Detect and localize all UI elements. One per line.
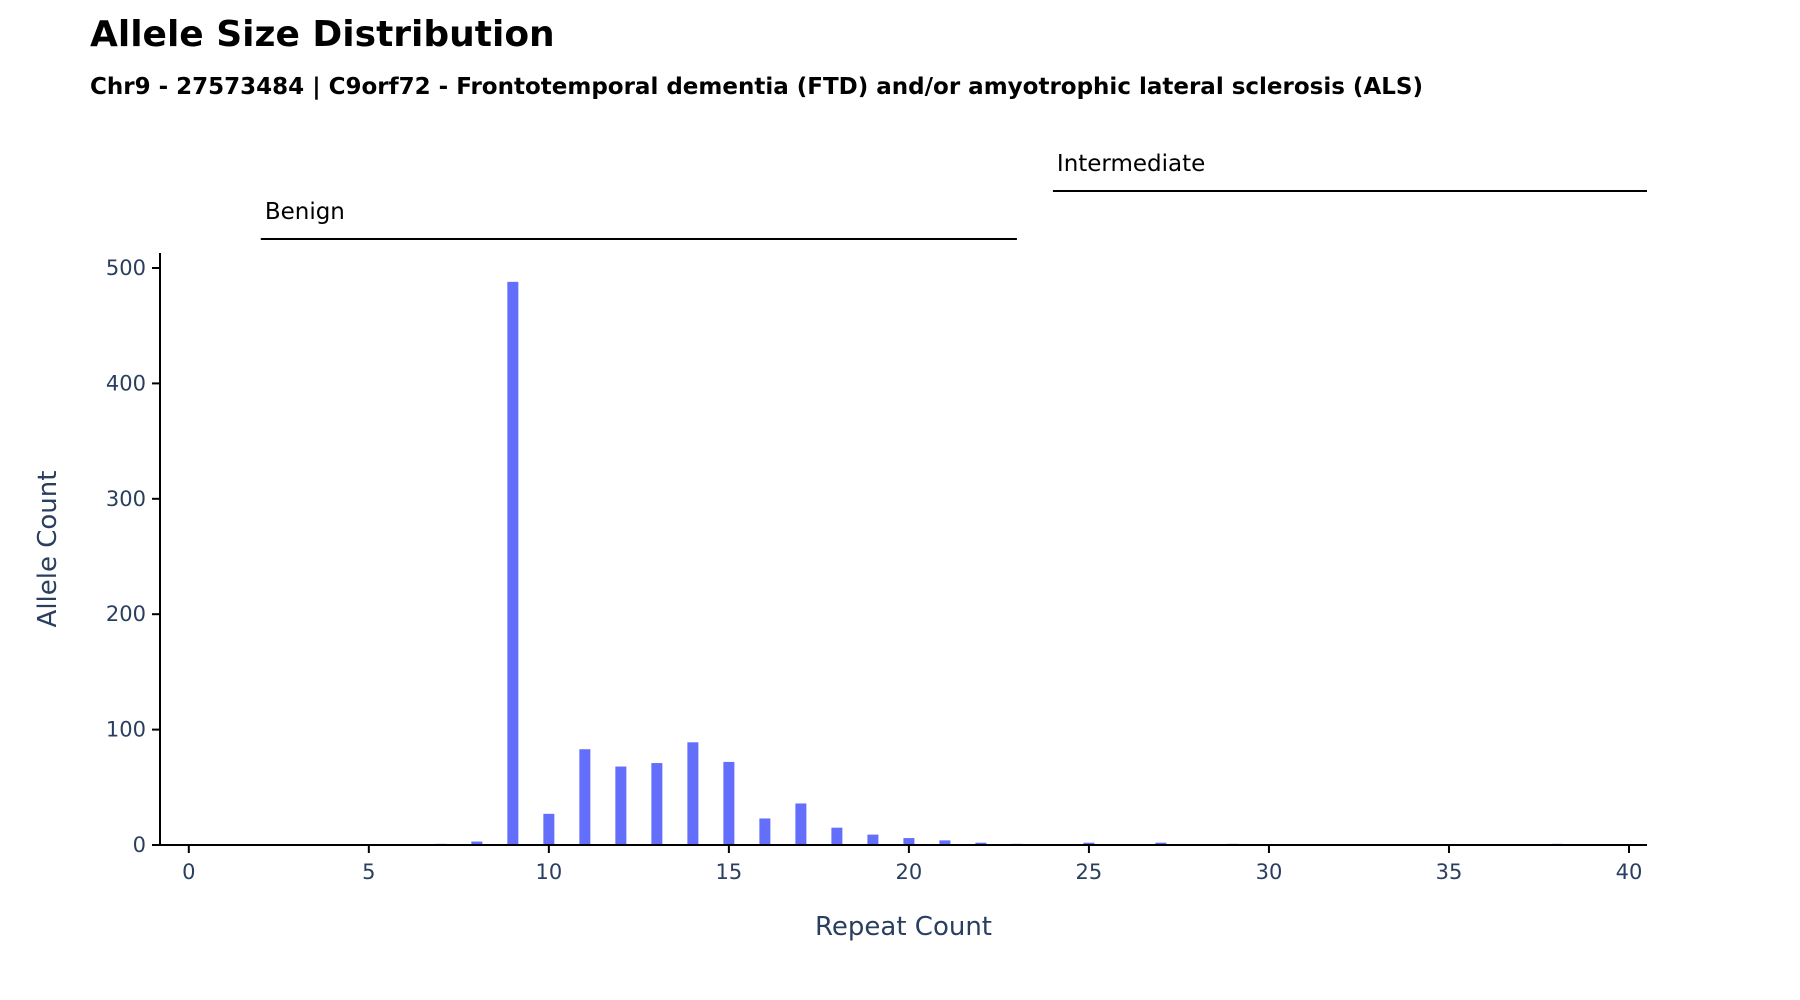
x-tick-label-35: 35 — [1436, 860, 1463, 884]
y-tick-label-200: 200 — [106, 602, 146, 626]
bar-14 — [687, 742, 699, 845]
x-tick-label-40: 40 — [1616, 860, 1643, 884]
y-tick-label-500: 500 — [106, 256, 146, 280]
y-axis-title: Allele Count — [33, 471, 63, 628]
x-tick-label-0: 0 — [182, 860, 195, 884]
bar-25 — [1083, 842, 1095, 845]
y-tick-label-100: 100 — [106, 718, 146, 742]
x-tick-label-5: 5 — [362, 860, 375, 884]
bar-9 — [507, 281, 519, 845]
y-tick-label-300: 300 — [106, 487, 146, 511]
bar-22 — [975, 842, 987, 845]
x-tick-label-30: 30 — [1256, 860, 1283, 884]
x-axis-title: Repeat Count — [815, 912, 992, 942]
y-tick-label-400: 400 — [106, 371, 146, 395]
chart-subtitle: Chr9 - 27573484 | C9orf72 - Frontotempor… — [90, 74, 1423, 100]
range-annotations: Benign Intermediate — [260, 151, 1647, 240]
bar-19 — [867, 834, 879, 845]
bar-21 — [939, 840, 951, 845]
chart-title: Allele Size Distribution — [90, 14, 555, 55]
y-tick-label-0: 0 — [133, 833, 146, 857]
x-tick-label-10: 10 — [535, 860, 562, 884]
range-label-benign: Benign — [265, 199, 345, 225]
bar-20 — [903, 838, 915, 845]
x-tick-label-25: 25 — [1076, 860, 1103, 884]
bar-12 — [615, 766, 627, 845]
bar-15 — [723, 761, 735, 845]
bar-17 — [795, 803, 807, 845]
bar-27 — [1155, 842, 1167, 845]
x-tick-label-20: 20 — [896, 860, 923, 884]
bar-16 — [759, 818, 771, 845]
bar-8 — [471, 841, 483, 845]
bar-10 — [543, 813, 555, 845]
range-label-intermediate: Intermediate — [1057, 151, 1205, 177]
bar-13 — [651, 763, 663, 845]
bars — [435, 281, 1563, 845]
bar-18 — [831, 827, 843, 845]
bar-11 — [579, 749, 591, 845]
x-tick-label-15: 15 — [716, 860, 743, 884]
